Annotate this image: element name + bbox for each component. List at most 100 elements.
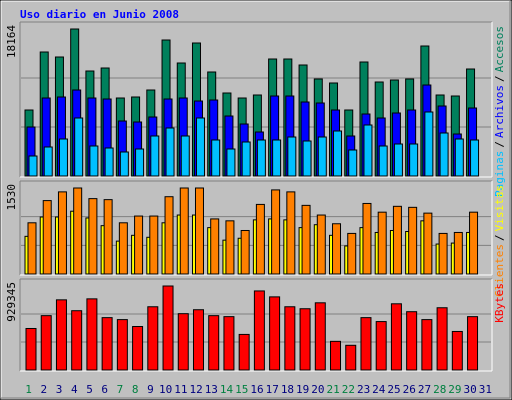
bar — [74, 117, 84, 177]
bar — [256, 139, 266, 177]
bar — [347, 232, 357, 275]
x-tick-label: 5 — [86, 383, 93, 396]
bar — [225, 220, 235, 275]
bar — [73, 187, 83, 275]
x-tick-label: 7 — [117, 383, 124, 396]
bar — [27, 222, 37, 275]
bar — [180, 135, 190, 177]
bar — [332, 223, 342, 275]
bar — [40, 315, 52, 371]
bar — [71, 310, 83, 371]
bar — [378, 145, 388, 177]
bar — [162, 285, 174, 371]
bar — [362, 202, 372, 275]
x-tick-label: 2 — [41, 383, 48, 396]
bar — [284, 306, 296, 371]
x-tick-label: 8 — [132, 383, 139, 396]
bar — [25, 327, 37, 371]
legend-entry: Clientes — [493, 244, 506, 297]
bar — [451, 330, 463, 371]
bar — [439, 132, 449, 177]
x-tick-label: 9 — [147, 383, 154, 396]
bar — [238, 333, 250, 371]
legend-entry: Visitas — [493, 185, 506, 231]
bar — [345, 344, 357, 371]
bar — [375, 321, 387, 371]
bar — [58, 138, 68, 177]
bar — [226, 148, 236, 177]
bar — [408, 206, 418, 275]
legend-entry: Archivos — [493, 85, 506, 138]
bar — [86, 298, 98, 371]
bar — [119, 151, 129, 177]
bar — [348, 149, 358, 177]
bar — [469, 211, 479, 275]
bar — [210, 218, 220, 275]
y-tick-label: 929345 — [5, 282, 18, 322]
bar — [424, 111, 434, 177]
legend: Clientes / Visitas — [493, 185, 506, 297]
bar — [392, 205, 402, 275]
bar — [299, 308, 311, 371]
bar — [195, 117, 205, 177]
x-tick-label: 6 — [101, 383, 108, 396]
legend-entry: Accesos — [493, 26, 506, 72]
bar — [316, 214, 326, 275]
bar — [211, 139, 221, 177]
bar — [438, 232, 448, 275]
bar — [454, 138, 464, 177]
x-tick-label: 18 — [281, 383, 294, 396]
bar — [165, 127, 175, 177]
x-tick-label: 26 — [403, 383, 416, 396]
bar — [360, 317, 372, 371]
x-tick-label: 19 — [296, 383, 309, 396]
bar — [43, 146, 53, 177]
x-tick-label: 29 — [448, 383, 461, 396]
bar — [134, 215, 144, 275]
bar — [317, 136, 327, 177]
bar — [314, 302, 326, 371]
x-tick-label: 14 — [220, 383, 234, 396]
bar — [208, 315, 220, 371]
bar — [28, 155, 38, 177]
x-tick-label: 13 — [205, 383, 218, 396]
bar — [104, 147, 114, 177]
bar — [118, 222, 128, 275]
x-tick-label: 21 — [327, 383, 340, 396]
y-tick-label: 18164 — [5, 25, 18, 58]
bar — [149, 215, 159, 275]
bar — [164, 196, 174, 275]
bar — [150, 135, 160, 177]
bar — [42, 200, 52, 275]
bar — [453, 231, 463, 275]
bar — [240, 229, 250, 275]
bar — [89, 145, 99, 177]
legend-separator: / — [493, 75, 506, 82]
bar — [467, 316, 479, 371]
x-tick-label: 23 — [357, 383, 370, 396]
x-tick-label: 27 — [418, 383, 431, 396]
bar — [330, 340, 342, 371]
legend-entry: Paginas — [493, 151, 506, 197]
x-tick-label: 25 — [387, 383, 400, 396]
x-tick-label: 30 — [464, 383, 477, 396]
bar — [269, 296, 281, 371]
bar — [253, 290, 265, 371]
bar — [421, 319, 433, 371]
legend: Paginas / Archivos / Accesos — [493, 26, 506, 197]
x-tick-label: 1 — [25, 383, 32, 396]
bar — [423, 212, 433, 275]
bar — [333, 130, 343, 177]
bar — [272, 139, 282, 177]
x-tick-label: 20 — [311, 383, 324, 396]
x-tick-label: 4 — [71, 383, 78, 396]
y-tick-label: 1530 — [5, 184, 18, 211]
bar — [147, 306, 159, 371]
bar — [241, 141, 251, 177]
bar — [286, 191, 296, 275]
bar — [470, 139, 480, 177]
bar — [436, 307, 448, 371]
x-tick-label: 28 — [433, 383, 446, 396]
bar — [409, 143, 419, 177]
